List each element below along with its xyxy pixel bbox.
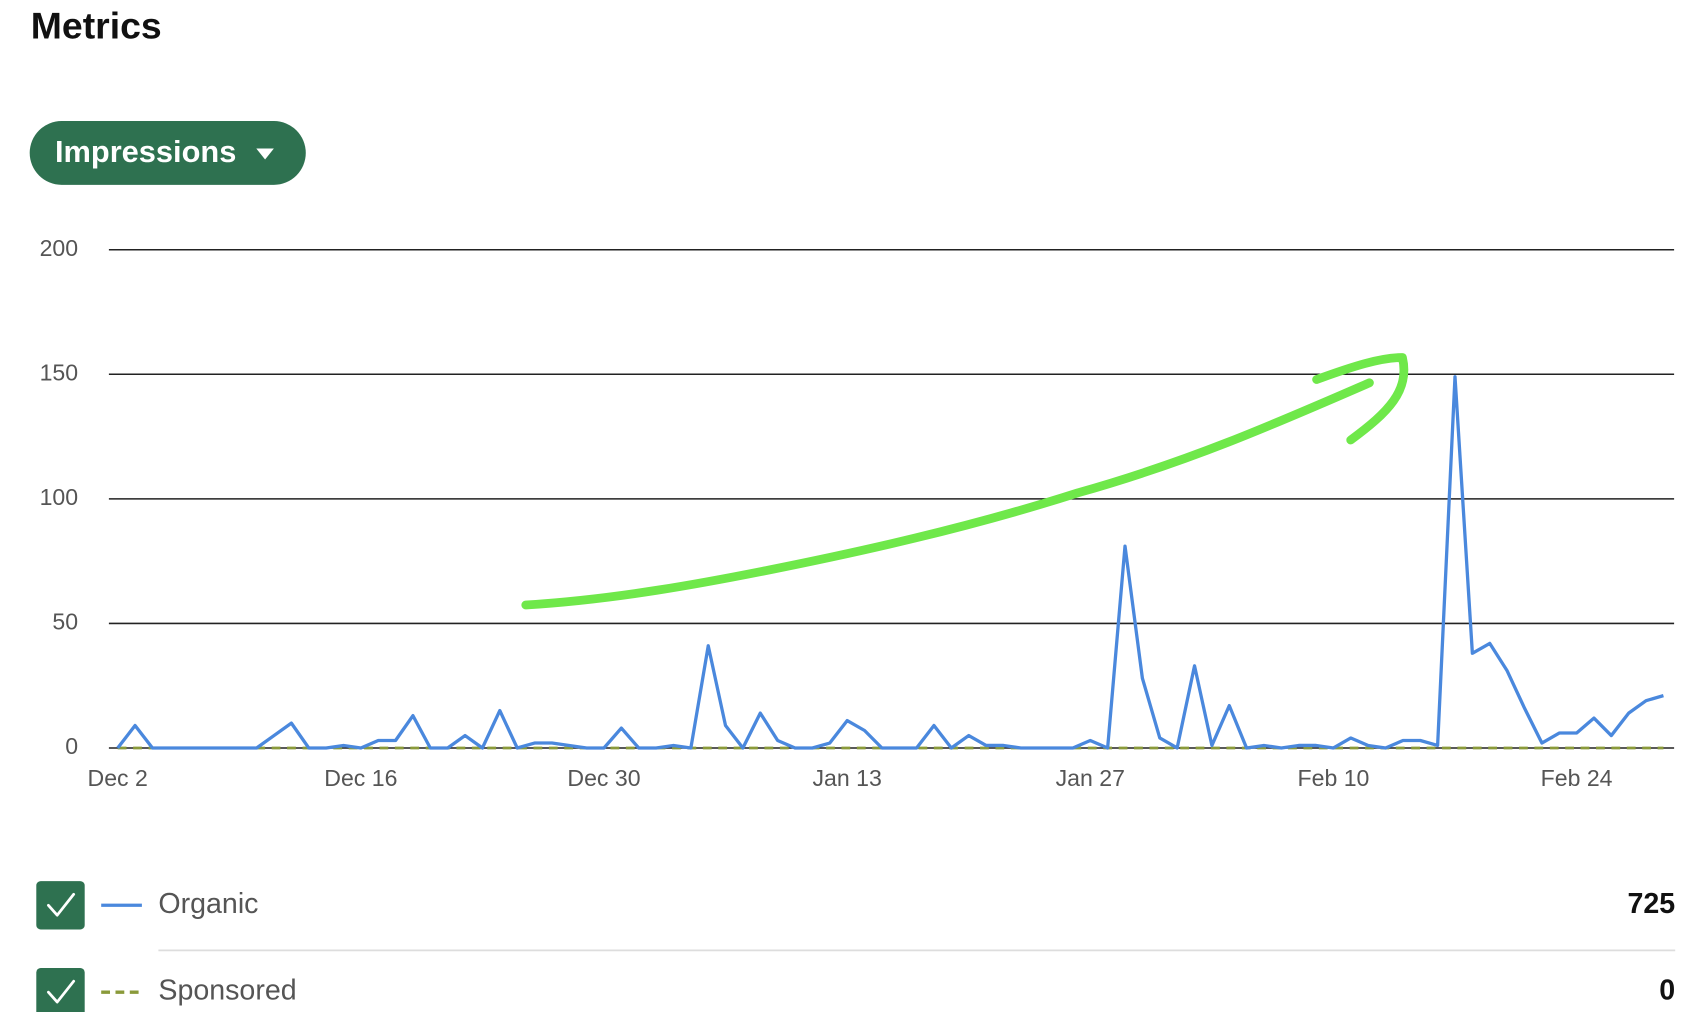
legend: Organic 725 Sponsored 0 [36, 881, 1675, 1012]
legend-checkbox[interactable] [36, 967, 85, 1012]
metric-dropdown[interactable]: Impressions [29, 121, 306, 185]
plot: 0 50 100 150 200 Dec 2 Dec 16 Dec 30 Jan 13 Jan 2… [40, 235, 1675, 791]
dropdown-caret[interactable] [256, 148, 274, 160]
y-tick-label: 150 [40, 359, 79, 385]
x-tick-label: Jan 27 [1056, 765, 1125, 791]
x-tick-label: Feb 24 [1541, 765, 1613, 791]
page-title: Metrics [31, 5, 162, 47]
y-tick-label: 50 [52, 609, 78, 635]
y-tick-label: 200 [40, 235, 79, 261]
legend-item[interactable]: Organic 725 [36, 881, 1676, 930]
x-tick-label: Jan 13 [812, 765, 881, 791]
legend-total: 725 [1628, 888, 1676, 920]
checkmark[interactable] [47, 979, 76, 1004]
legend-checkbox[interactable] [36, 881, 85, 930]
annotation-arrowhead [1312, 353, 1409, 445]
checkmark[interactable] [47, 892, 76, 917]
dropdown-button[interactable] [29, 121, 306, 185]
x-tick-label: Dec 30 [567, 765, 640, 791]
series-line [116, 375, 1664, 750]
legend-label: Organic [158, 888, 258, 920]
legend-total: 0 [1659, 975, 1675, 1007]
x-tick-label: Dec 2 [88, 765, 148, 791]
annotation-arrow [521, 378, 1374, 610]
legend-item[interactable]: Sponsored 0 [36, 967, 1675, 1012]
dropdown-label[interactable]: Impressions [55, 134, 236, 169]
y-tick-label: 0 [65, 733, 78, 759]
x-tick-label: Feb 10 [1298, 765, 1370, 791]
y-tick-label: 100 [40, 484, 79, 510]
x-tick-label: Dec 16 [324, 765, 397, 791]
legend-label: Sponsored [158, 975, 296, 1007]
